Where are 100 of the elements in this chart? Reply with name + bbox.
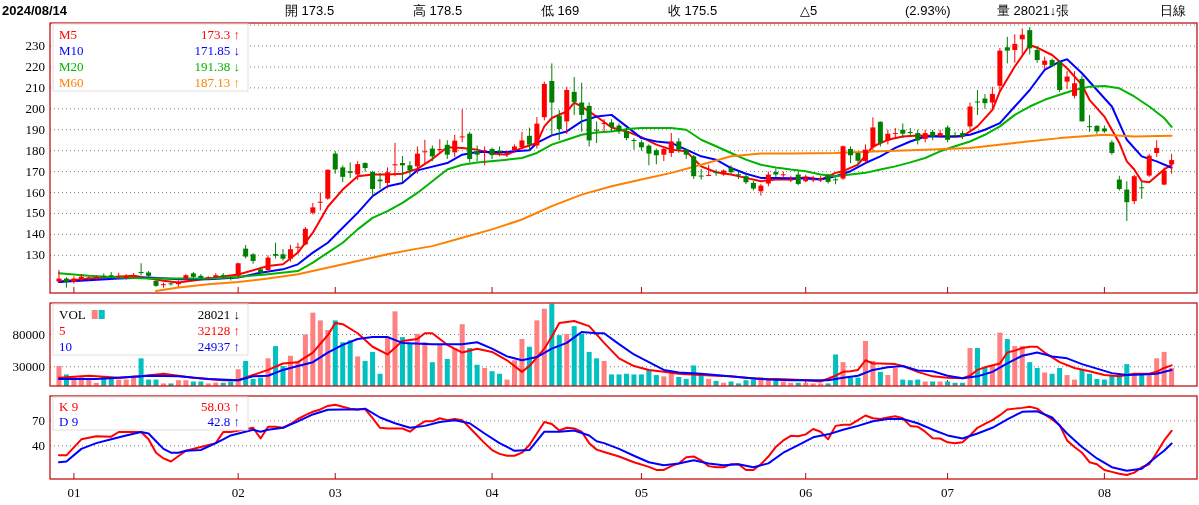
candlestick [1086, 114, 1092, 133]
bar [885, 375, 891, 386]
text: M10 [59, 43, 84, 58]
candlestick [989, 86, 995, 112]
bar [653, 375, 659, 386]
bar [1049, 373, 1055, 386]
bar [355, 356, 361, 386]
line-series [155, 133, 1173, 292]
candlestick [168, 280, 174, 287]
candlestick [482, 145, 488, 166]
y-tick-label: 200 [25, 100, 45, 116]
y-tick-label: 80000 [12, 326, 45, 342]
bar [332, 320, 338, 386]
bar [377, 373, 383, 386]
bar [549, 303, 555, 386]
candlestick [691, 154, 697, 180]
bar [631, 374, 637, 386]
candlestick [549, 62, 555, 137]
text: 日線 [1160, 3, 1186, 18]
bar [1057, 367, 1063, 386]
candlestick [280, 248, 286, 262]
annotation: 32128 ↑ [197, 323, 240, 338]
text: 開 173.5 [285, 3, 335, 18]
text: M5 [59, 27, 78, 42]
y-tick-label: 40 [32, 437, 45, 453]
annotation: 191.38 ↓ [194, 59, 240, 74]
candlestick [579, 82, 585, 133]
annotation: 42.8 ↑ [207, 414, 240, 429]
bar [317, 320, 323, 386]
bar [474, 364, 480, 386]
candlestick [1139, 180, 1145, 200]
y-tick-label: 130 [25, 247, 45, 263]
bar [399, 337, 405, 386]
bar [892, 367, 898, 386]
x-tick-label: 06 [799, 485, 813, 500]
bar [467, 348, 473, 386]
annotation: 173.3 ↑ [201, 27, 240, 42]
x-tick-label: 01 [67, 485, 81, 500]
bar [534, 320, 540, 386]
text: 5 [59, 323, 66, 338]
candlestick [1064, 70, 1070, 90]
x-tick-label: 02 [231, 485, 245, 500]
y-tick-label: 190 [25, 121, 45, 137]
series-label: D 9 [59, 414, 79, 429]
candlestick [347, 161, 353, 179]
bar [340, 342, 346, 386]
bar [623, 373, 629, 386]
x-tick-label: 08 [1097, 485, 1111, 500]
candlestick [877, 120, 883, 147]
candlestick [1027, 26, 1033, 55]
bar [564, 333, 570, 386]
candlestick [534, 116, 540, 150]
candlestick [422, 139, 428, 164]
y-tick-label: 230 [25, 38, 45, 54]
bar [609, 374, 615, 386]
bar [556, 335, 562, 386]
y-tick-label: 140 [25, 226, 45, 242]
candlestick [974, 89, 980, 116]
series-label: K 9 [59, 399, 79, 414]
bar [489, 371, 495, 386]
candlestick [1146, 153, 1152, 178]
bar [459, 324, 465, 386]
candlestick [571, 76, 577, 116]
legend-label: VOL [59, 307, 86, 322]
bar [429, 362, 435, 386]
text: 量 28021↓張 [997, 3, 1070, 18]
text: M60 [59, 75, 84, 90]
candlestick [407, 160, 413, 177]
y-tick-label: 30000 [12, 358, 45, 374]
candlestick [1124, 180, 1130, 222]
bar [1086, 373, 1092, 386]
bar [586, 351, 592, 386]
candlestick [892, 127, 898, 139]
y-tick-label: 160 [25, 184, 45, 200]
x-tick-label: 03 [328, 485, 342, 500]
candlestick [668, 132, 674, 158]
annotation: 171.85 ↓ [194, 43, 240, 58]
chart-title: 2024/08/14 [2, 3, 68, 18]
candlestick [937, 129, 943, 139]
bar [616, 374, 622, 386]
text: 低 169 [541, 3, 580, 18]
candlestick [646, 143, 652, 166]
candlestick [519, 131, 525, 150]
bar [1034, 367, 1040, 386]
candlestick [370, 170, 376, 198]
text: 收 175.5 [668, 3, 718, 18]
bar [1064, 375, 1070, 386]
candlestick [967, 102, 973, 131]
line-series [57, 320, 1173, 383]
bar [661, 376, 667, 386]
candlestick [332, 150, 338, 175]
candlestick [862, 143, 868, 164]
candlestick [504, 150, 510, 158]
bar [310, 312, 316, 386]
candlestick [362, 161, 368, 173]
x-tick-label: 07 [941, 485, 955, 500]
bar [601, 360, 607, 386]
bar [422, 342, 428, 386]
candlestick [355, 160, 361, 181]
x-tick-label: 04 [485, 485, 500, 500]
